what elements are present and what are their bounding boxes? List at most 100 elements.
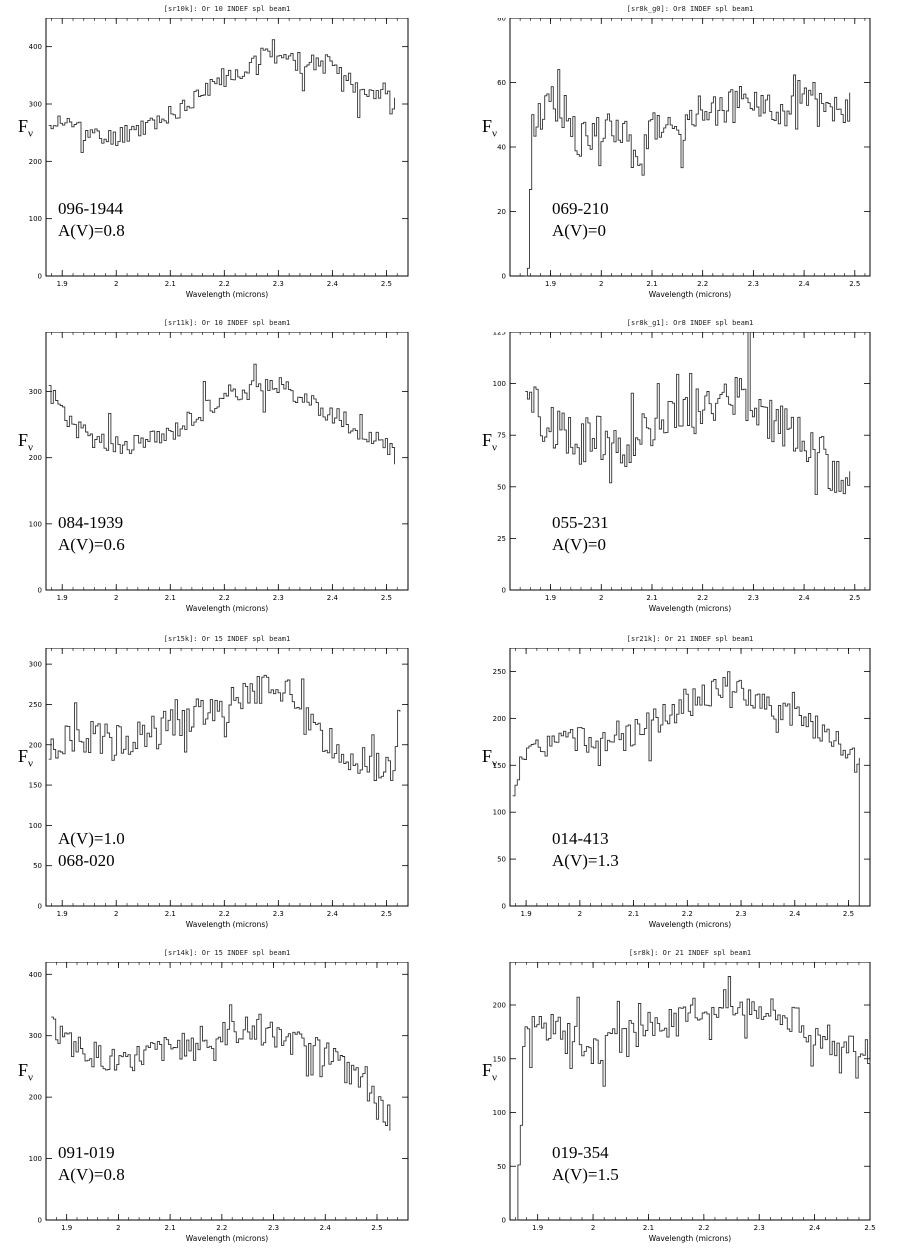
x-tick-label: 2.5 — [849, 280, 860, 288]
spectrum-line — [512, 671, 860, 906]
x-tick-label: 2.5 — [381, 594, 392, 602]
y-axis-label-sub: ν — [28, 441, 33, 454]
x-tick-label: 2.2 — [219, 910, 230, 918]
y-axis-label-sub: ν — [492, 127, 497, 140]
plot-frame — [509, 962, 871, 1221]
panel-title: [sr10k]: Or 10 INDEF spl beam1 — [163, 5, 291, 13]
x-tick-label: 2.5 — [371, 1224, 382, 1232]
annotation-line-2: A(V)=0.8 — [58, 1165, 125, 1184]
y-tick-label: 0 — [38, 903, 42, 911]
spectrum-line — [525, 332, 851, 495]
y-axis-label: Fν — [482, 430, 497, 454]
annotation-line-1: 014-413 — [552, 829, 609, 848]
y-tick-label: 0 — [502, 1217, 506, 1225]
y-tick-label: 40 — [497, 144, 506, 152]
spectrum-line — [515, 976, 871, 1221]
x-tick-label: 2 — [114, 280, 118, 288]
y-tick-label: 200 — [493, 715, 506, 723]
y-axis-label-main: F — [18, 116, 29, 136]
x-axis-label: Wavelength (microns) — [186, 920, 268, 929]
x-tick-label: 2.1 — [646, 280, 657, 288]
y-axis-label-sub: ν — [492, 757, 497, 770]
annotation-line-1: A(V)=1.0 — [58, 829, 125, 848]
spectrum-line — [48, 363, 395, 465]
y-tick-label: 200 — [29, 158, 42, 166]
x-tick-label: 2.4 — [789, 910, 801, 918]
x-tick-label: 2 — [116, 1224, 120, 1232]
y-axis-label: Fν — [18, 430, 33, 454]
x-tick-label: 2.1 — [628, 910, 639, 918]
spectrum-plot: 1.9 2 2.1 2.2 2.3 2.4 2.5 0 20 40 60 80 Wavelength (… — [497, 18, 871, 299]
spectrum-plot: 1.9 2 2.1 2.2 2.3 2.4 2.5 0 50 100 150 200 250 Wavele… — [493, 648, 871, 929]
panel-title: [sr15k]: Or 15 INDEF spl beam1 — [163, 635, 291, 643]
y-axis-label-main: F — [482, 746, 493, 766]
y-tick-label: 200 — [29, 1094, 42, 1102]
spectrum-line — [48, 39, 395, 153]
spectrum-line — [525, 69, 851, 277]
x-axis-label: Wavelength (microns) — [649, 920, 731, 929]
panel-annotation: 014-413 A(V)=1.3 — [552, 828, 619, 872]
x-tick-label: 2.3 — [754, 1224, 765, 1232]
x-tick-label: 2 — [114, 594, 118, 602]
annotation-line-2: A(V)=1.5 — [552, 1165, 619, 1184]
y-tick-label: 50 — [497, 856, 506, 864]
x-tick-label: 2.2 — [219, 594, 230, 602]
x-tick-label: 2.1 — [643, 1224, 654, 1232]
y-tick-label: 0 — [38, 1217, 42, 1225]
annotation-line-1: 091-019 — [58, 1143, 115, 1162]
y-axis-label-main: F — [482, 1060, 493, 1080]
x-axis-label: Wavelength (microns) — [649, 1234, 731, 1243]
y-tick-label: 400 — [29, 43, 42, 51]
x-tick-label: 2.2 — [697, 280, 708, 288]
annotation-line-1: 069-210 — [552, 199, 609, 218]
x-tick-label: 1.9 — [545, 280, 556, 288]
x-tick-label: 2.1 — [165, 594, 176, 602]
y-axis-label-sub: ν — [492, 441, 497, 454]
x-tick-label: 2 — [114, 910, 118, 918]
plot-frame — [45, 648, 409, 907]
spectrum-plot: 1.9 2 2.1 2.2 2.3 2.4 2.5 0 50 100 150 200 250 300 Wav… — [29, 648, 409, 929]
annotation-line-1: 055-231 — [552, 513, 609, 532]
x-tick-label: 2.2 — [697, 594, 708, 602]
panel-title: [sr21k]: Or 21 INDEF spl beam1 — [626, 635, 754, 643]
x-tick-label: 1.9 — [545, 594, 556, 602]
x-tick-label: 1.9 — [57, 280, 68, 288]
y-tick-label: 50 — [497, 1163, 506, 1171]
y-tick-label: 100 — [493, 1109, 506, 1117]
annotation-line-1: 084-1939 — [58, 513, 124, 532]
y-tick-label: 150 — [29, 782, 42, 790]
x-tick-label: 2.5 — [843, 910, 854, 918]
x-tick-label: 2.5 — [381, 280, 392, 288]
annotation-line-1: 019-354 — [552, 1143, 609, 1162]
x-tick-label: 2.4 — [799, 280, 811, 288]
x-tick-label: 1.9 — [57, 910, 68, 918]
panel-title: [sr8k_g1]: Or8 INDEF spl beam1 — [626, 319, 754, 327]
x-tick-label: 1.9 — [57, 594, 68, 602]
y-tick-label: 200 — [29, 741, 42, 749]
y-axis-label-main: F — [18, 430, 29, 450]
x-axis-label: Wavelength (microns) — [186, 1234, 268, 1243]
x-tick-label: 2 — [578, 910, 582, 918]
y-tick-label: 50 — [497, 483, 506, 491]
x-tick-label: 2.4 — [799, 594, 811, 602]
spectrum-plot: 1.9 2 2.1 2.2 2.3 2.4 2.5 0 100 200 300 Wavelength … — [29, 332, 409, 613]
x-tick-label: 1.9 — [521, 910, 532, 918]
y-axis-label: Fν — [482, 1060, 497, 1084]
x-tick-label: 1.9 — [532, 1224, 543, 1232]
x-tick-label: 2.2 — [219, 280, 230, 288]
y-tick-label: 100 — [493, 809, 506, 817]
x-tick-label: 2.5 — [849, 594, 860, 602]
x-tick-label: 2.1 — [165, 910, 176, 918]
y-tick-label: 300 — [29, 388, 42, 396]
panel-title: [sr8k]: Or 21 INDEF spl beam1 — [628, 949, 752, 957]
x-tick-label: 2.5 — [864, 1224, 875, 1232]
plot-frame — [45, 332, 409, 591]
y-tick-label: 0 — [502, 903, 506, 911]
x-tick-label: 2.2 — [682, 910, 693, 918]
x-tick-label: 2 — [599, 280, 603, 288]
x-tick-label: 2.2 — [698, 1224, 709, 1232]
y-tick-label: 100 — [29, 520, 42, 528]
y-tick-label: 300 — [29, 1032, 42, 1040]
x-tick-label: 2.4 — [327, 594, 339, 602]
y-axis-label-sub: ν — [28, 1071, 33, 1084]
